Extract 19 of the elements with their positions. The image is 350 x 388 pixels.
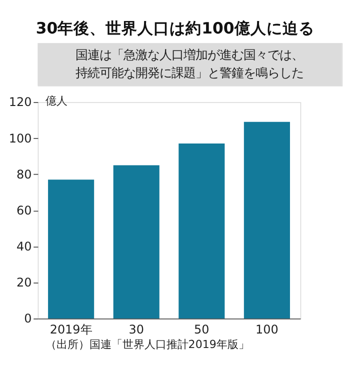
y-tick-label: 80 (16, 167, 32, 182)
x-tick-label: 30 (128, 322, 144, 337)
y-axis-title: 億人 (46, 94, 68, 108)
chart-subtitle: 国連は「急激な人口増加が進む国々では、持続可能な開発に課題」と警鐘を鳴らした (76, 46, 304, 80)
text: （出所）国連「世界人口推計2019年版」 (45, 338, 250, 351)
y-tick-label: 120 (8, 95, 32, 110)
y-tick-label: 100 (8, 131, 32, 146)
x-tick-label: 100 (256, 322, 278, 337)
x-tick-label: 50 (194, 322, 210, 337)
chart-title: 30年後、世界人口は約100億人に迫る (36, 18, 314, 38)
x-tick-label: 2019年 (50, 322, 92, 337)
y-tick-label: 0 (24, 312, 32, 326)
y-tick-label: 20 (16, 276, 32, 290)
bar (113, 165, 160, 319)
y-tick-label: 60 (16, 203, 32, 218)
bar (244, 122, 290, 319)
bar (48, 180, 94, 319)
bar (178, 144, 225, 319)
y-tick-label: 40 (16, 240, 32, 254)
